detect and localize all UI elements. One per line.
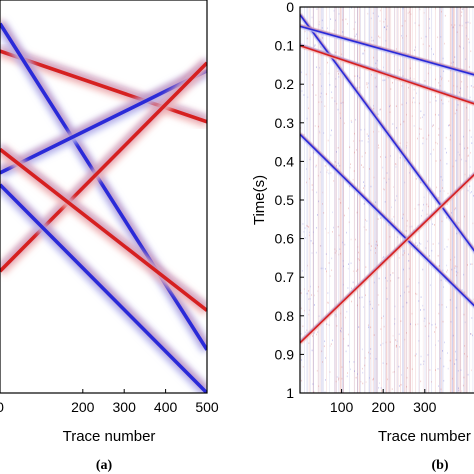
x-tick-label: 300 [113,399,137,415]
panel-b: 100 200 300 0 0.1 0.2 0.3 0.4 0.5 0.6 0.7 0.8 0.9 1 T… [251,0,474,473]
event-b-3 [300,172,474,345]
event-a-5 [0,144,207,316]
x-tick-label: 300 [413,399,437,415]
x-tick-label: 500 [195,399,219,415]
panel-b-xlabel: Trace number [378,428,471,445]
event-a-1 [0,19,207,353]
y-tick-label: 0.4 [275,153,295,169]
y-tick-label: 0.2 [275,76,295,92]
y-tick-label: 0.7 [275,269,295,285]
panel-b-ticks: 100 200 300 0 0.1 0.2 0.3 0.4 0.5 0.6 0.7 0.8 0.9 1 [275,0,437,415]
panel-a-tag: (a) [96,458,113,473]
panel-a-xlabel: Trace number [63,428,156,445]
event-a-2 [0,65,207,179]
panel-b-tag: (b) [431,458,448,473]
event-a-4 [0,180,207,393]
panel-a: 0 200 300 400 500 Trace number (a) [0,0,219,473]
y-tick-label: 0.8 [275,308,295,324]
x-tick-label: 200 [71,399,95,415]
y-tick-label: 0.6 [275,231,295,247]
x-tick-label: 400 [154,399,178,415]
y-tick-label: 0.1 [275,38,295,54]
event-b-0 [300,12,474,254]
x-tick-label: 100 [330,399,354,415]
event-b-1 [300,43,474,106]
panel-b-ylabel: Time(s) [251,175,268,225]
event-a-0 [0,45,207,128]
panel-b-events [300,12,474,345]
y-tick-label: 0.3 [275,115,295,131]
x-tick-label: 0 [0,399,4,415]
y-tick-label: 0.5 [275,192,295,208]
panel-a-frame [0,0,208,394]
event-b-2 [300,132,474,309]
y-tick-label: 1 [286,385,294,401]
x-tick-label: 200 [372,399,396,415]
event-a-3 [0,58,207,276]
event-b-4 [300,24,474,77]
panel-a-ticks: 0 200 300 400 500 [0,389,219,415]
y-tick-label: 0 [286,0,294,15]
y-tick-label: 0.9 [275,346,295,362]
panel-a-events [0,19,207,393]
panel-b-background [300,7,474,393]
